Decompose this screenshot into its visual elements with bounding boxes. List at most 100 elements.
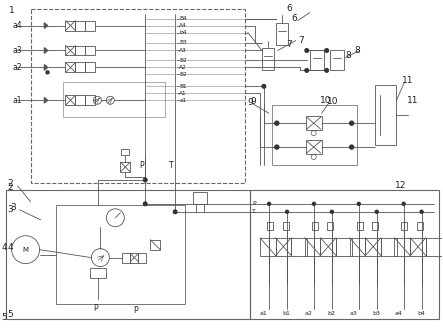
Text: 1: 1 xyxy=(9,6,15,15)
Text: 11: 11 xyxy=(408,96,419,105)
Text: a2: a2 xyxy=(305,311,313,316)
Text: B2: B2 xyxy=(179,72,187,77)
Bar xyxy=(75,20,85,31)
Circle shape xyxy=(305,49,308,52)
Polygon shape xyxy=(44,23,47,28)
Circle shape xyxy=(286,210,288,213)
Bar xyxy=(306,140,322,154)
Bar xyxy=(85,95,95,105)
Circle shape xyxy=(420,210,423,213)
Text: 7: 7 xyxy=(286,40,291,49)
Bar xyxy=(310,50,324,70)
Bar xyxy=(90,268,106,278)
Bar xyxy=(272,105,357,165)
Text: 2: 2 xyxy=(8,180,13,188)
Bar xyxy=(66,62,75,72)
Text: 3: 3 xyxy=(11,203,16,212)
Circle shape xyxy=(402,202,405,205)
Bar xyxy=(336,238,352,256)
Polygon shape xyxy=(44,48,47,53)
Text: a3: a3 xyxy=(350,311,358,316)
Bar xyxy=(312,222,318,230)
Bar xyxy=(6,190,250,319)
Bar xyxy=(320,238,336,256)
Bar xyxy=(66,46,75,55)
Text: 4: 4 xyxy=(2,243,8,252)
Bar xyxy=(120,162,130,172)
Bar xyxy=(394,238,410,256)
Bar xyxy=(410,238,426,256)
Bar xyxy=(85,20,95,31)
Text: B1: B1 xyxy=(179,84,187,89)
Circle shape xyxy=(358,202,360,205)
Circle shape xyxy=(46,71,49,74)
Text: 9: 9 xyxy=(250,97,256,106)
Text: 12: 12 xyxy=(394,182,406,190)
Bar xyxy=(417,222,423,230)
Text: A4: A4 xyxy=(179,23,187,28)
Bar xyxy=(66,20,75,31)
Text: 5: 5 xyxy=(8,310,13,319)
Bar xyxy=(75,46,85,55)
Bar xyxy=(283,222,288,230)
Circle shape xyxy=(305,69,308,72)
Bar xyxy=(426,238,442,256)
Bar xyxy=(350,238,365,256)
Bar xyxy=(121,149,129,155)
Text: b4: b4 xyxy=(417,311,425,316)
Text: A2: A2 xyxy=(179,65,187,70)
Text: a1: a1 xyxy=(179,98,187,103)
Text: 2: 2 xyxy=(8,183,13,192)
Bar xyxy=(55,205,185,304)
Text: 3: 3 xyxy=(8,205,13,214)
Text: 7: 7 xyxy=(298,36,303,45)
Circle shape xyxy=(275,145,279,149)
Bar xyxy=(75,95,85,105)
Text: p: p xyxy=(133,304,138,313)
Text: 6: 6 xyxy=(292,14,298,23)
Text: P: P xyxy=(252,201,256,206)
Circle shape xyxy=(312,202,315,205)
Bar xyxy=(85,46,95,55)
Text: A1: A1 xyxy=(179,91,187,96)
Bar xyxy=(250,190,439,319)
Bar xyxy=(85,62,95,72)
Text: 6: 6 xyxy=(287,4,292,13)
Bar xyxy=(357,222,362,230)
Text: 5: 5 xyxy=(2,313,8,322)
Bar xyxy=(262,49,274,70)
Text: b3: b3 xyxy=(372,311,380,316)
Bar xyxy=(372,222,378,230)
Text: T: T xyxy=(169,161,174,171)
Bar xyxy=(63,82,165,117)
Text: b4: b4 xyxy=(179,30,187,35)
Circle shape xyxy=(330,210,334,213)
Circle shape xyxy=(350,145,354,149)
Bar xyxy=(193,192,207,204)
Bar xyxy=(374,85,396,145)
Text: M: M xyxy=(23,247,29,253)
Circle shape xyxy=(144,202,147,206)
Bar xyxy=(327,222,334,230)
Text: a4: a4 xyxy=(13,21,22,30)
Text: P: P xyxy=(93,304,98,313)
Text: 4: 4 xyxy=(8,243,13,252)
Text: b1: b1 xyxy=(283,311,291,316)
Text: a4: a4 xyxy=(394,311,402,316)
Bar xyxy=(150,240,160,249)
Bar xyxy=(122,253,130,263)
Circle shape xyxy=(268,202,271,205)
Bar xyxy=(260,238,276,256)
Bar xyxy=(66,95,75,105)
Bar xyxy=(291,238,307,256)
Text: 8: 8 xyxy=(346,51,351,60)
Text: T: T xyxy=(252,209,256,214)
Bar xyxy=(276,238,291,256)
Circle shape xyxy=(350,121,354,125)
Text: P: P xyxy=(139,161,144,171)
Text: B2: B2 xyxy=(179,58,187,63)
Circle shape xyxy=(275,121,279,125)
Bar xyxy=(365,238,381,256)
Bar xyxy=(276,22,288,45)
Circle shape xyxy=(173,210,177,214)
